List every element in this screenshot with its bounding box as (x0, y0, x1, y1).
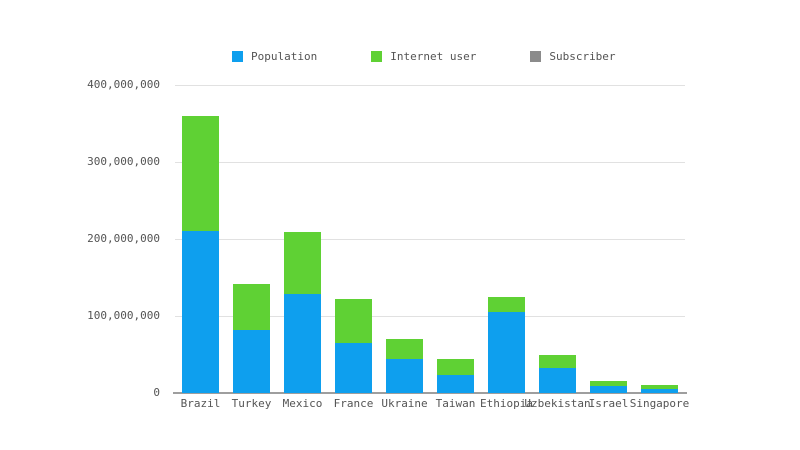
bar-segment-internet-user-ethiopia[interactable] (488, 296, 525, 313)
bar-israel (583, 381, 634, 393)
legend-item-subscriber[interactable]: Subscriber (530, 50, 616, 63)
gridline (175, 162, 685, 163)
bar-ukraine (379, 339, 430, 393)
bar-segment-population-singapore[interactable] (641, 388, 678, 393)
bar-segment-internet-user-israel[interactable] (590, 381, 627, 387)
x-tick-label-ethiopia: Ethiopia (480, 397, 533, 410)
bar-segment-population-ethiopia[interactable] (488, 312, 525, 393)
bar-singapore (634, 384, 685, 393)
population-swatch-icon (232, 51, 243, 62)
plot-area: Brazil Turkey Mexico France Ukraine Taiwan Eth… (173, 85, 689, 410)
y-tick-label: 100,000,000 (87, 309, 160, 322)
x-axis-line (173, 392, 687, 394)
bar-uzbekistan (532, 355, 583, 393)
bar-segment-population-turkey[interactable] (233, 329, 270, 393)
internet-user-swatch-icon (371, 51, 383, 62)
x-tick-label-singapore: Singapore (629, 397, 690, 410)
bar-segment-internet-user-turkey[interactable] (233, 283, 270, 330)
bar-turkey (226, 283, 277, 393)
bar-brazil (175, 115, 226, 393)
bar-segment-population-mexico[interactable] (284, 293, 321, 393)
bar-france (328, 299, 379, 393)
bar-segment-population-ukraine[interactable] (386, 359, 423, 393)
x-tick-label-mexico: Mexico (282, 397, 323, 410)
y-tick-label: 400,000,000 (87, 78, 160, 91)
legend: Population Internet user Subscriber (232, 50, 616, 63)
x-tick-label-turkey: Turkey (231, 397, 272, 410)
y-axis: 0 100,000,000 200,000,000 300,000,000 400,00… (0, 0, 160, 450)
legend-label: Population (251, 50, 318, 63)
bar-segment-internet-user-brazil[interactable] (182, 115, 219, 232)
bar-mexico (277, 232, 328, 393)
bar-ethiopia (481, 296, 532, 393)
bar-segment-internet-user-taiwan[interactable] (437, 359, 474, 375)
subscriber-swatch-icon (530, 51, 542, 62)
bar-segment-internet-user-singapore[interactable] (641, 384, 678, 389)
legend-label: Internet user (390, 50, 477, 63)
gridline (175, 316, 685, 317)
x-tick-label-ukraine: Ukraine (381, 397, 428, 410)
legend-label: Subscriber (549, 50, 616, 63)
bar-segment-internet-user-france[interactable] (335, 299, 372, 343)
bar-segment-internet-user-uzbekistan[interactable] (539, 355, 576, 369)
y-tick-label: 200,000,000 (87, 232, 160, 245)
bar-segment-population-brazil[interactable] (182, 231, 219, 393)
x-tick-label-france: France (333, 397, 374, 410)
y-tick-label: 0 (153, 386, 160, 399)
x-tick-label-brazil: Brazil (180, 397, 221, 410)
bar-segment-population-uzbekistan[interactable] (539, 368, 576, 393)
bar-segment-internet-user-ukraine[interactable] (386, 339, 423, 360)
x-tick-label-uzbekistan: Uzbekistan (524, 397, 591, 410)
gridline (175, 239, 685, 240)
bar-segment-population-israel[interactable] (590, 386, 627, 393)
bar-segment-population-france[interactable] (335, 342, 372, 393)
bar-segment-internet-user-mexico[interactable] (284, 232, 321, 294)
bar-taiwan (430, 359, 481, 393)
gridline (175, 85, 685, 86)
x-tick-label-taiwan: Taiwan (435, 397, 476, 410)
x-tick-label-israel: Israel (588, 397, 629, 410)
legend-item-population[interactable]: Population (232, 50, 317, 63)
y-tick-label: 300,000,000 (87, 155, 160, 168)
legend-item-internet-user[interactable]: Internet user (371, 50, 476, 63)
bar-segment-population-taiwan[interactable] (437, 374, 474, 393)
